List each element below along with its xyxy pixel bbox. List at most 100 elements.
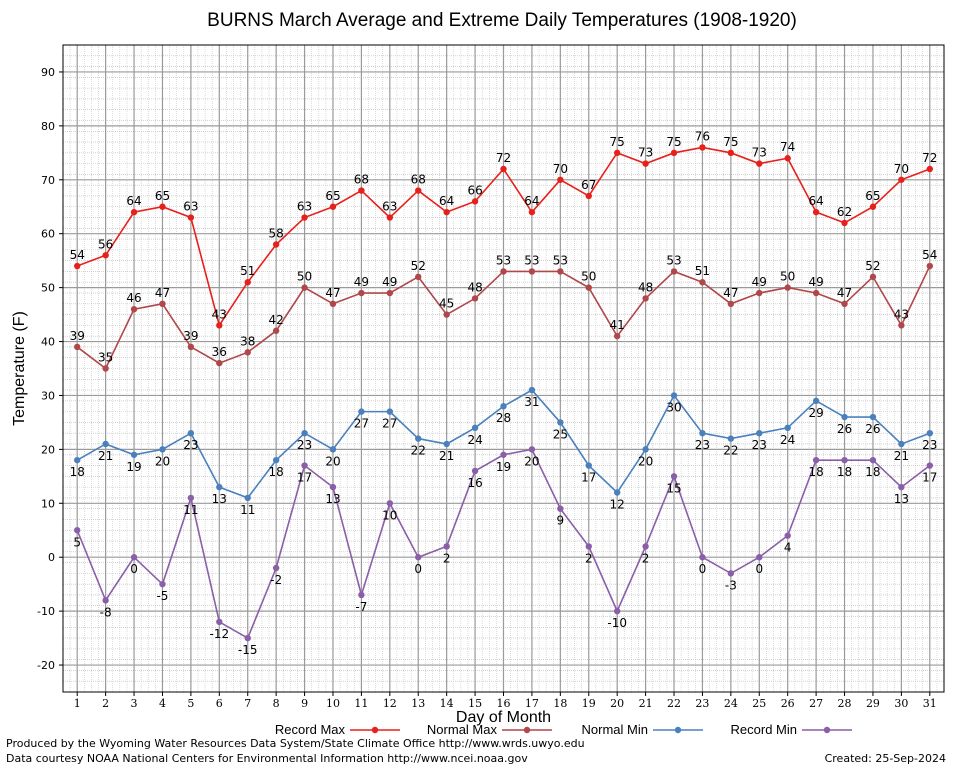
data-point-record-min [386, 500, 394, 507]
data-point-normal-max [386, 289, 394, 297]
data-point-normal-min [301, 430, 308, 437]
data-label-normal-min: 23 [752, 438, 767, 452]
x-tick-label: 13 [411, 697, 425, 710]
data-label-record-max: 74 [780, 140, 795, 154]
data-point-record-max [386, 214, 394, 221]
data-label-normal-max: 50 [581, 270, 596, 284]
x-tick-label: 12 [383, 697, 397, 710]
data-label-record-max: 68 [354, 173, 369, 187]
legend-item-record-max: Record Max [275, 722, 400, 737]
data-label-normal-min: 28 [496, 411, 511, 425]
data-point-normal-min [471, 424, 479, 432]
data-label-record-min: -5 [156, 589, 168, 603]
data-label-normal-max: 48 [467, 280, 482, 294]
data-point-normal-max [358, 289, 365, 297]
x-tick-label: 9 [301, 697, 308, 710]
data-label-record-max: 58 [269, 226, 284, 240]
data-label-normal-min: 26 [865, 422, 880, 436]
legend-label: Normal Min [582, 722, 648, 737]
data-label-record-max: 65 [325, 189, 340, 203]
data-point-record-max [898, 176, 905, 183]
data-point-record-min [159, 580, 166, 588]
data-label-record-min: 18 [865, 465, 880, 479]
data-label-record-min: 2 [642, 551, 650, 565]
data-point-record-min [500, 451, 507, 458]
data-point-normal-max [130, 305, 138, 313]
y-tick-label: 40 [41, 336, 55, 349]
x-tick-label: 11 [354, 697, 368, 710]
data-label-normal-min: 30 [666, 400, 681, 414]
data-point-record-max [727, 149, 735, 157]
data-label-normal-min: 31 [524, 395, 539, 409]
x-tick-label: 4 [159, 697, 166, 710]
data-label-record-max: 75 [610, 135, 625, 149]
data-point-normal-max [727, 300, 735, 307]
x-tick-label: 25 [752, 697, 766, 710]
data-point-normal-max [898, 322, 905, 329]
data-label-record-min: 9 [557, 514, 565, 528]
x-tick-label: 28 [838, 697, 852, 710]
data-point-normal-max [471, 295, 479, 302]
legend-marker [674, 726, 682, 734]
x-tick-label: 6 [216, 697, 223, 710]
data-point-record-max [301, 214, 308, 221]
x-tick-label: 5 [187, 697, 194, 710]
data-label-normal-max: 41 [610, 318, 625, 332]
data-point-record-max [187, 214, 195, 221]
data-label-record-max: 73 [638, 146, 653, 160]
chart-title: BURNS March Average and Extreme Daily Te… [207, 10, 797, 31]
x-tick-label: 21 [639, 697, 653, 710]
data-point-normal-max [613, 332, 621, 340]
data-label-normal-max: 47 [325, 286, 340, 300]
data-label-record-min: 2 [443, 551, 451, 565]
y-tick-label: 60 [41, 228, 55, 241]
data-point-record-min [613, 607, 621, 615]
data-point-record-min [443, 543, 450, 550]
data-label-normal-min: 13 [212, 492, 227, 506]
data-label-normal-min: 20 [325, 454, 340, 468]
data-label-record-max: 64 [524, 194, 539, 208]
data-label-record-min: 17 [922, 471, 937, 485]
data-label-normal-min: 21 [439, 449, 454, 463]
data-point-normal-min [756, 430, 763, 437]
data-label-record-max: 67 [581, 178, 596, 192]
data-label-normal-max: 36 [212, 345, 227, 359]
footer-data-courtesy: Data courtesy NOAA National Centers for … [6, 752, 528, 765]
x-tick-label: 7 [244, 697, 251, 710]
data-label-normal-min: 17 [581, 471, 596, 485]
data-label-record-min: 0 [130, 562, 138, 576]
data-label-normal-min: 20 [638, 454, 653, 468]
data-label-normal-max: 39 [183, 329, 198, 343]
data-label-record-max: 70 [894, 162, 909, 176]
x-tick-label: 26 [781, 697, 795, 710]
x-tick-label: 10 [326, 697, 340, 710]
data-point-normal-max [443, 311, 450, 318]
data-point-record-max [471, 198, 479, 205]
data-label-record-min: 0 [699, 562, 707, 576]
data-point-record-min [301, 462, 308, 469]
data-label-normal-max: 49 [382, 275, 397, 289]
data-label-normal-max: 50 [297, 270, 312, 284]
data-point-normal-min [329, 446, 337, 453]
data-point-record-max [358, 187, 365, 194]
x-tick-label: 14 [440, 697, 454, 710]
data-label-normal-max: 49 [354, 275, 369, 289]
data-point-record-max [585, 192, 592, 200]
data-label-normal-max: 47 [837, 286, 852, 300]
x-tick-label: 18 [553, 697, 567, 710]
data-point-normal-min [841, 413, 848, 421]
data-label-normal-min: 27 [382, 417, 397, 431]
data-point-record-max [159, 203, 166, 210]
data-label-record-min: 16 [467, 476, 482, 490]
data-label-record-min: 11 [183, 503, 198, 517]
series-normal-max: 39 35 46 47 39 36 38 42 50 47 49 49 52 45 48 53 53 53 50 41… [70, 248, 937, 372]
data-point-normal-min [557, 419, 564, 426]
legend-marker [823, 726, 831, 734]
data-point-normal-max [585, 284, 592, 291]
data-point-record-max [244, 279, 251, 286]
data-label-normal-max: 49 [808, 275, 823, 289]
x-tick-label: 2 [102, 697, 109, 710]
data-label-normal-max: 47 [155, 286, 170, 300]
data-point-normal-min [74, 456, 81, 464]
